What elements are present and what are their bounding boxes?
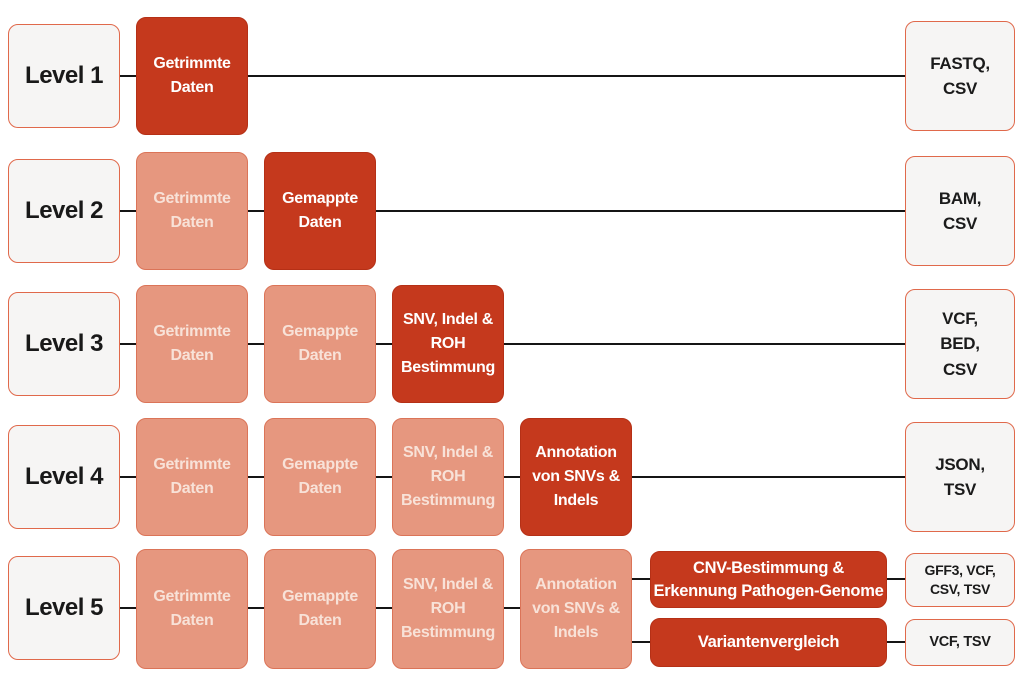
stage-label: Getrimmte Daten [153,323,231,364]
stage-getrimmte-daten-level-5: Getrimmte Daten [136,549,248,669]
stage-snv-indel-roh-level-5: SNV, Indel & ROH Bestimmung [392,549,504,669]
stage-label: Gemappte Daten [282,588,358,629]
stage-label: SNV, Indel & ROH Bestimmung [401,576,495,641]
level-4-label: Level 4 [25,463,103,490]
output-label: GFF3, VCF, CSV, TSV [924,562,996,597]
stage-annotation-snvs-level-4: Annotation von SNVs & Indels [520,418,632,536]
stage-label: Getrimmte Daten [153,190,231,231]
output-label: BAM, CSV [938,188,982,234]
stage-label: Gemappte Daten [282,323,358,364]
stage-label: Variantenvergleich [697,633,840,652]
stage-label: Getrimmte Daten [153,456,231,497]
stage-gemappte-daten-level-5: Gemappte Daten [264,549,376,669]
level-5-label-box: Level 5 [8,556,120,660]
stage-gemappte-daten-level-4: Gemappte Daten [264,418,376,536]
output-box-level-3: VCF, BED, CSV [905,289,1015,399]
stage-snv-indel-roh-level-3: SNV, Indel & ROH Bestimmung [392,285,504,403]
level-2-label: Level 2 [25,197,103,224]
stage-variantenvergleich: Variantenvergleich [650,618,887,667]
level-5-label: Level 5 [25,594,103,621]
level-1-label-box: Level 1 [8,24,120,128]
connector-line-level-1 [114,75,910,77]
output-box-variantenvergleich: VCF, TSV [905,619,1015,666]
level-2-label-box: Level 2 [8,159,120,263]
level-3-label-box: Level 3 [8,292,120,396]
stage-getrimmte-daten-level-1: Getrimmte Daten [136,17,248,135]
output-box-level-4: JSON, TSV [905,422,1015,532]
level-4-label-box: Level 4 [8,425,120,529]
stage-label: SNV, Indel & ROH Bestimmung [401,444,495,509]
stage-label: Annotation von SNVs & Indels [532,576,620,641]
stage-label: SNV, Indel & ROH Bestimmung [401,311,495,376]
stage-label: Annotation von SNVs & Indels [532,444,620,509]
output-box-cnv: GFF3, VCF, CSV, TSV [905,553,1015,607]
connector-line-level-3 [114,343,910,345]
stage-cnv-bestimmung-pathogen: CNV-Bestimmung & Erkennung Pathogen-Geno… [650,551,887,608]
stage-annotation-snvs-level-5: Annotation von SNVs & Indels [520,549,632,669]
stage-label: Gemappte Daten [282,456,358,497]
output-box-level-1: FASTQ, CSV [905,21,1015,131]
stage-label: Gemappte Daten [282,190,358,231]
output-label: VCF, BED, CSV [940,308,980,379]
output-label: FASTQ, CSV [930,53,990,99]
stage-gemappte-daten-level-2: Gemappte Daten [264,152,376,270]
stage-gemappte-daten-level-3: Gemappte Daten [264,285,376,403]
connector-line-level-4 [114,476,910,478]
output-label: JSON, TSV [935,454,985,500]
stage-getrimmte-daten-level-2: Getrimmte Daten [136,152,248,270]
stage-label: CNV-Bestimmung & Erkennung Pathogen-Geno… [653,559,884,600]
stage-label: Getrimmte Daten [153,55,231,96]
level-1-label: Level 1 [25,62,103,89]
stage-getrimmte-daten-level-4: Getrimmte Daten [136,418,248,536]
connector-line-level-2 [114,210,910,212]
output-label: VCF, TSV [929,633,991,650]
output-box-level-2: BAM, CSV [905,156,1015,266]
stage-label: Getrimmte Daten [153,588,231,629]
stage-getrimmte-daten-level-3: Getrimmte Daten [136,285,248,403]
stage-snv-indel-roh-level-4: SNV, Indel & ROH Bestimmung [392,418,504,536]
level-3-label: Level 3 [25,330,103,357]
